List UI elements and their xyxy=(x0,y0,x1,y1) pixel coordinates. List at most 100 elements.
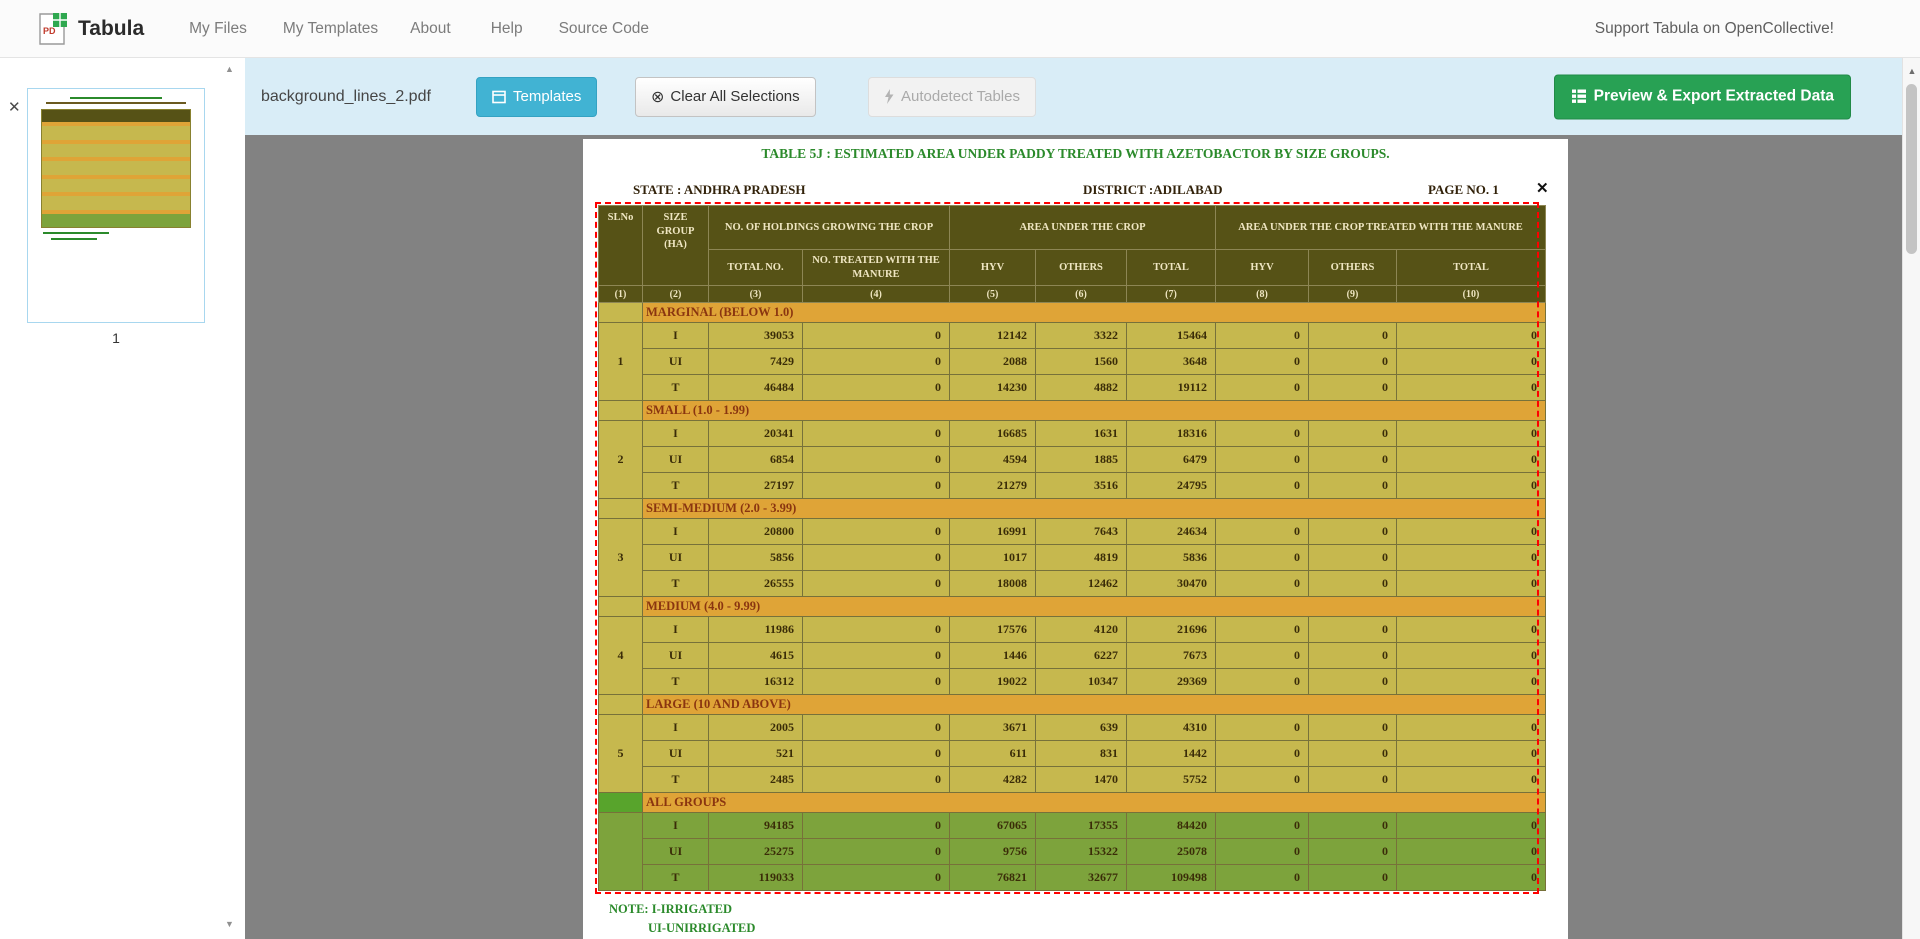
value-cell: 0 xyxy=(1395,518,1547,545)
thumb-meta-line xyxy=(46,102,186,104)
group-label-cell: MEDIUM (4.0 - 9.99) xyxy=(641,596,1547,617)
nav-my-templates[interactable]: My Templates xyxy=(282,19,379,37)
group-label-row: ALL GROUPS xyxy=(598,792,1547,813)
value-cell: 17576 xyxy=(949,616,1036,643)
value-cell: 0 xyxy=(802,838,950,865)
group-label-cell: MARGINAL (BELOW 1.0) xyxy=(641,302,1547,323)
value-cell: 0 xyxy=(802,518,950,545)
brand-link[interactable]: PD Tabula xyxy=(38,12,144,45)
table-row: I 94185 0 67065 17355 84420 0 0 0 xyxy=(598,812,1547,891)
scrollbar-up-icon[interactable]: ▲ xyxy=(1907,66,1917,76)
navbar: PD Tabula My Files My Templates About He… xyxy=(0,0,1920,58)
value-cell: 0 xyxy=(802,472,950,499)
table-colnum-row: (1) (2) (3) (4) (5) (6) (7) (8) (9) (10) xyxy=(598,285,1547,303)
value-cell: 27197 xyxy=(708,472,803,499)
value-cell: 84420 xyxy=(1126,812,1216,839)
thumb-note-line xyxy=(51,238,97,240)
row-type-cell: UI xyxy=(642,348,709,375)
value-cell: 0 xyxy=(1395,864,1547,891)
value-cell: 15322 xyxy=(1035,838,1127,865)
value-cell: 0 xyxy=(802,864,950,891)
slno-empty-cell xyxy=(598,792,643,813)
nav-source-code[interactable]: Source Code xyxy=(558,19,650,37)
group-label-cell: SEMI-MEDIUM (2.0 - 3.99) xyxy=(641,498,1547,519)
header-sub: TOTAL xyxy=(1395,249,1547,286)
svg-text:PD: PD xyxy=(43,26,56,36)
window-scrollbar[interactable]: ▲ xyxy=(1902,58,1920,939)
value-cell: 0 xyxy=(1308,668,1397,695)
value-cell: 7673 xyxy=(1126,642,1216,669)
value-cell: 0 xyxy=(802,446,950,473)
group-label-row: SEMI-MEDIUM (2.0 - 3.99) xyxy=(598,498,1547,519)
value-cell: 0 xyxy=(1395,714,1547,741)
value-cell: 0 xyxy=(1308,864,1397,891)
value-cell: 25078 xyxy=(1126,838,1216,865)
group-label-row: MARGINAL (BELOW 1.0) xyxy=(598,302,1547,323)
value-cell: 0 xyxy=(802,740,950,767)
templates-icon xyxy=(492,90,506,104)
support-link[interactable]: Support Tabula on OpenCollective! xyxy=(1594,19,1834,37)
value-cell: 1446 xyxy=(949,642,1036,669)
header-colnum: (5) xyxy=(949,285,1036,303)
value-cell: 0 xyxy=(1308,322,1397,349)
value-cell: 7643 xyxy=(1035,518,1127,545)
value-cell: 0 xyxy=(802,766,950,793)
value-cell: 0 xyxy=(1215,446,1309,473)
header-sub: HYV xyxy=(949,249,1036,286)
table-subheader-row: TOTAL NO. NO. TREATED WITH THE MANURE HYV O… xyxy=(599,249,1547,286)
clear-all-selections-button[interactable]: ⊗ Clear All Selections xyxy=(635,76,816,117)
value-cell: 0 xyxy=(802,616,950,643)
header-colnum: (4) xyxy=(802,285,950,303)
scrollbar-thumb[interactable] xyxy=(1906,84,1917,254)
document-title: TABLE 5J : ESTIMATED AREA UNDER PADDY TR… xyxy=(761,146,1390,161)
value-cell: 20800 xyxy=(708,518,803,545)
tabula-logo: PD xyxy=(39,12,67,45)
thumb-note-line xyxy=(43,232,109,234)
table-row: UI 6854 0 4594 1885 6479 0 0 0 xyxy=(599,446,1547,473)
row-type-cell: UI xyxy=(642,838,709,865)
value-cell: 0 xyxy=(1308,616,1397,643)
nav-my-files[interactable]: My Files xyxy=(189,19,247,37)
table-row: T 46484 0 14230 4882 19112 0 0 0 xyxy=(599,374,1547,401)
lightning-icon xyxy=(884,89,894,104)
nav-help[interactable]: Help xyxy=(490,19,523,37)
value-cell: 2485 xyxy=(708,766,803,793)
sidebar-scroll-down-icon[interactable]: ▼ xyxy=(225,919,234,929)
selection-box[interactable] xyxy=(595,202,1539,894)
value-cell: 26555 xyxy=(708,570,803,597)
nav-about[interactable]: About xyxy=(410,19,451,37)
value-cell: 0 xyxy=(1395,570,1547,597)
close-thumbnail-icon[interactable]: ✕ xyxy=(8,99,21,116)
value-cell: 0 xyxy=(802,322,950,349)
remove-selection-button[interactable]: ✕ xyxy=(1536,180,1549,197)
thumbnail-table xyxy=(41,109,191,228)
page-thumbnail[interactable] xyxy=(27,88,205,323)
pdf-page[interactable]: TABLE 5J : ESTIMATED AREA UNDER PADDY TR… xyxy=(583,139,1568,939)
value-cell: 0 xyxy=(802,348,950,375)
pageno-label: PAGE NO. 1 xyxy=(1428,182,1499,197)
header-holdings: NO. OF HOLDINGS GROWING THE CROP xyxy=(708,205,950,250)
value-cell: 0 xyxy=(1215,374,1309,401)
value-cell: 67065 xyxy=(949,812,1036,839)
table-row: 5 I 2005 0 3671 639 4310 0 0 0 xyxy=(598,714,1547,793)
header-sub: NO. TREATED WITH THE MANURE xyxy=(802,249,950,286)
slno-empty-cell xyxy=(598,694,643,715)
value-cell: 0 xyxy=(1395,642,1547,669)
value-cell: 5836 xyxy=(1126,544,1216,571)
export-table-icon xyxy=(1571,89,1587,105)
value-cell: 0 xyxy=(1215,420,1309,447)
document-viewport: TABLE 5J : ESTIMATED AREA UNDER PADDY TR… xyxy=(245,135,1902,939)
value-cell: 0 xyxy=(1395,420,1547,447)
value-cell: 831 xyxy=(1035,740,1127,767)
table-row: UI 521 0 611 831 1442 0 0 0 xyxy=(599,740,1547,767)
preview-export-button[interactable]: Preview & Export Extracted Data xyxy=(1553,74,1851,119)
clear-selections-label: Clear All Selections xyxy=(670,88,800,105)
note-line-1: NOTE: I-IRRIGATED xyxy=(609,902,733,916)
value-cell: 6479 xyxy=(1126,446,1216,473)
sidebar-scroll-up-icon[interactable]: ▲ xyxy=(225,64,234,74)
note-line-2: UI-UNIRRIGATED xyxy=(648,921,756,935)
templates-button[interactable]: Templates xyxy=(476,76,598,117)
value-cell: 0 xyxy=(802,668,950,695)
table-row: 3 I 20800 0 16991 7643 24634 0 0 0 xyxy=(598,518,1547,597)
